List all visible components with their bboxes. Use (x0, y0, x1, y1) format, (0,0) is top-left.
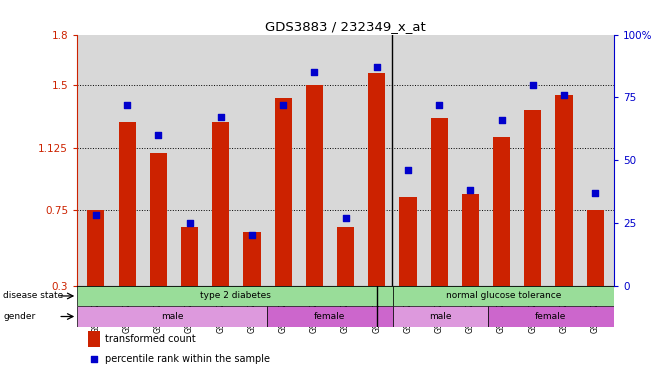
Point (121, 102, 132, 108)
Bar (150, 154, 167, 286)
Bar (399, 197, 417, 286)
Bar (87, 210, 105, 286)
Bar (431, 118, 448, 286)
Bar (462, 194, 479, 286)
Text: disease state: disease state (3, 291, 64, 300)
Bar (266, 306, 393, 327)
Text: male: male (429, 312, 452, 321)
Bar (586, 210, 604, 286)
Text: female: female (314, 312, 346, 321)
Point (372, 64, 382, 70)
Text: transformed count: transformed count (105, 334, 196, 344)
Bar (393, 306, 488, 327)
Point (215, 114, 226, 121)
Point (340, 215, 351, 221)
Bar (306, 85, 323, 286)
Bar (274, 98, 292, 286)
Point (465, 187, 476, 193)
Point (403, 167, 413, 173)
Point (89, 356, 99, 362)
Bar (556, 95, 572, 286)
Point (153, 132, 164, 138)
Text: percentile rank within the sample: percentile rank within the sample (105, 354, 270, 364)
Text: male: male (160, 312, 183, 321)
Text: gender: gender (3, 312, 36, 321)
Point (278, 102, 289, 108)
Point (91, 212, 101, 218)
Bar (181, 227, 198, 286)
Bar (393, 286, 614, 306)
Bar (488, 306, 614, 327)
Point (497, 117, 507, 123)
Point (434, 102, 445, 108)
Text: type 2 diabetes: type 2 diabetes (199, 291, 270, 300)
Bar (77, 286, 393, 306)
Title: GDS3883 / 232349_x_at: GDS3883 / 232349_x_at (265, 20, 426, 33)
Bar (337, 227, 354, 286)
Bar (119, 122, 136, 286)
Text: female: female (535, 312, 566, 321)
Point (590, 190, 601, 196)
Bar (493, 137, 510, 286)
Text: normal glucose tolerance: normal glucose tolerance (446, 291, 561, 300)
Point (559, 92, 570, 98)
Bar (88, 331, 100, 347)
Bar (368, 73, 385, 286)
Bar (212, 122, 229, 286)
Point (309, 69, 319, 75)
Bar (244, 232, 260, 286)
Bar (524, 110, 541, 286)
Point (184, 220, 195, 226)
Bar (77, 306, 266, 327)
Point (246, 232, 257, 238)
Point (527, 82, 538, 88)
